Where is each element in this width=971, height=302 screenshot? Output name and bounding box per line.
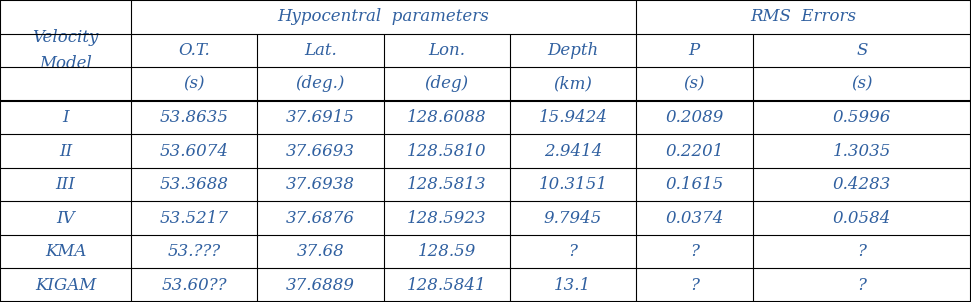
Text: 53.5217: 53.5217	[159, 210, 229, 226]
Text: IV: IV	[56, 210, 75, 226]
Text: 128.59: 128.59	[418, 243, 476, 260]
Text: 2.9414: 2.9414	[544, 143, 602, 159]
Text: ?: ?	[689, 243, 699, 260]
Text: 128.5923: 128.5923	[407, 210, 486, 226]
Text: (deg): (deg)	[424, 76, 469, 92]
Text: 0.2201: 0.2201	[665, 143, 723, 159]
Text: S: S	[856, 42, 867, 59]
Text: II: II	[59, 143, 72, 159]
Text: 10.3151: 10.3151	[538, 176, 608, 193]
Text: 128.5841: 128.5841	[407, 277, 486, 294]
Text: 53.3688: 53.3688	[159, 176, 229, 193]
Text: ?: ?	[857, 277, 866, 294]
Text: 37.6915: 37.6915	[285, 109, 355, 126]
Text: 13.1: 13.1	[554, 277, 591, 294]
Text: 53.???: 53.???	[168, 243, 220, 260]
Text: 0.1615: 0.1615	[665, 176, 723, 193]
Text: ?: ?	[568, 243, 578, 260]
Text: (deg.): (deg.)	[296, 76, 345, 92]
Text: P: P	[688, 42, 700, 59]
Text: 128.5813: 128.5813	[407, 176, 486, 193]
Text: 53.6074: 53.6074	[159, 143, 229, 159]
Text: 1.3035: 1.3035	[832, 143, 891, 159]
Text: I: I	[62, 109, 69, 126]
Text: RMS  Errors: RMS Errors	[751, 8, 856, 25]
Text: 15.9424: 15.9424	[538, 109, 608, 126]
Text: (km): (km)	[553, 76, 592, 92]
Text: 0.0584: 0.0584	[832, 210, 891, 226]
Text: O.T.: O.T.	[179, 42, 210, 59]
Text: 53.60??: 53.60??	[161, 277, 227, 294]
Text: 0.2089: 0.2089	[665, 109, 723, 126]
Text: 128.6088: 128.6088	[407, 109, 486, 126]
Text: 9.7945: 9.7945	[544, 210, 602, 226]
Text: KIGAM: KIGAM	[35, 277, 96, 294]
Text: 53.8635: 53.8635	[159, 109, 229, 126]
Text: (s): (s)	[851, 76, 873, 92]
Text: KMA: KMA	[45, 243, 86, 260]
Text: Depth: Depth	[548, 42, 598, 59]
Text: Velocity
Model: Velocity Model	[32, 29, 99, 72]
Text: 37.6889: 37.6889	[285, 277, 355, 294]
Text: 128.5810: 128.5810	[407, 143, 486, 159]
Text: 37.6876: 37.6876	[285, 210, 355, 226]
Text: (s): (s)	[184, 76, 205, 92]
Text: (s): (s)	[684, 76, 705, 92]
Text: 37.6938: 37.6938	[285, 176, 355, 193]
Text: Hypocentral  parameters: Hypocentral parameters	[278, 8, 489, 25]
Text: 0.5996: 0.5996	[832, 109, 891, 126]
Text: ?: ?	[689, 277, 699, 294]
Text: Lon.: Lon.	[428, 42, 465, 59]
Text: 37.68: 37.68	[296, 243, 345, 260]
Text: III: III	[55, 176, 76, 193]
Text: 37.6693: 37.6693	[285, 143, 355, 159]
Text: 0.0374: 0.0374	[665, 210, 723, 226]
Text: Lat.: Lat.	[304, 42, 337, 59]
Text: ?: ?	[857, 243, 866, 260]
Text: 0.4283: 0.4283	[832, 176, 891, 193]
